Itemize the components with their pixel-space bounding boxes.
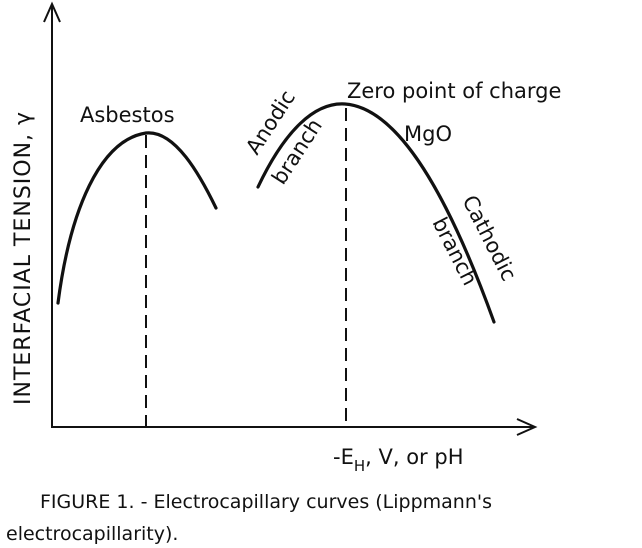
caption-line-2: electrocapillarity). <box>6 523 178 545</box>
x-axis-label: -EH, V, or pH <box>333 445 464 475</box>
x-axis-label-rest: , V, or pH <box>365 445 463 469</box>
zero-point-label: Zero point of charge <box>347 79 561 103</box>
mgo-label: MgO <box>404 122 452 146</box>
y-axis-label: INTERFACIAL TENSION, γ <box>11 111 36 405</box>
y-axis-arrow <box>43 1 61 23</box>
x-axis-arrow <box>516 418 538 436</box>
mgo-curve <box>256 102 496 324</box>
x-axis-label-main: -E <box>333 445 354 469</box>
asbestos-label: Asbestos <box>80 103 175 127</box>
caption-line-1: FIGURE 1. - Electrocapillary curves (Lip… <box>40 491 492 513</box>
x-axis-label-subscript: H <box>354 457 365 475</box>
asbestos-curve <box>56 131 218 305</box>
